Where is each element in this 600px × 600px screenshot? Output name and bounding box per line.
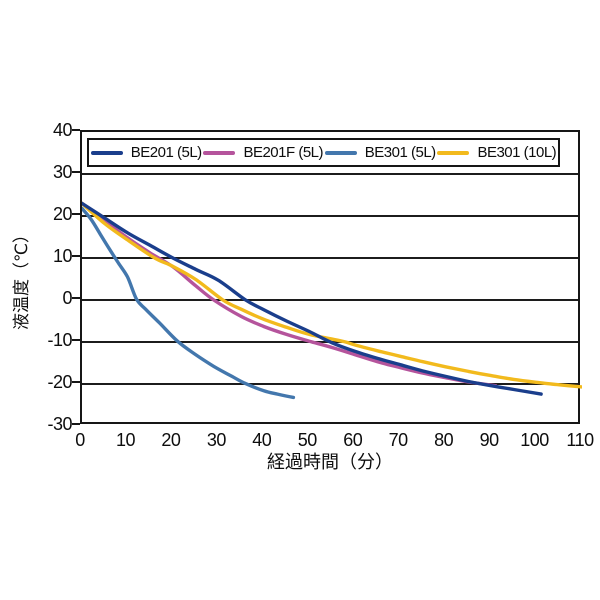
y-tick-mark: [72, 255, 80, 257]
x-tick-label: 60: [343, 430, 363, 450]
y-tick-label: 30: [52, 162, 73, 182]
x-tick-label: 80: [434, 430, 454, 450]
y-tick-label: 10: [52, 246, 73, 266]
gridline--20: [82, 383, 578, 385]
data-curves: [82, 201, 582, 400]
legend-line-swatch: [203, 150, 236, 155]
x-tick-label: 10: [115, 430, 136, 450]
legend-label: BE301 (10L): [477, 144, 557, 161]
legend-item: BE201F (5L): [203, 144, 323, 161]
curve-be3015l: [82, 206, 296, 400]
x-tick-label: 100: [520, 430, 549, 450]
curve-be201f5l: [82, 201, 498, 388]
x-tick-label: 30: [206, 430, 227, 450]
y-tick-mark: [72, 339, 80, 341]
y-tick-label: 40: [52, 120, 73, 140]
x-tick-label: 110: [566, 430, 594, 450]
curve-be30110l: [82, 201, 582, 389]
y-tick-mark: [72, 129, 80, 131]
x-tick-label: 0: [75, 430, 85, 450]
legend-line-swatch: [324, 150, 357, 155]
legend-item: BE301 (5L): [324, 144, 436, 161]
curve-be2015l: [82, 201, 543, 396]
x-tick-label: 70: [388, 430, 409, 450]
legend-item: BE201 (5L): [90, 144, 202, 161]
y-tick-label: -10: [47, 330, 72, 350]
x-tick-label: 50: [297, 430, 318, 450]
y-tick-mark: [72, 213, 80, 215]
y-tick-mark: [72, 171, 80, 173]
legend-label: BE301 (5L): [364, 144, 436, 161]
y-tick-mark: [72, 423, 80, 425]
y-tick-mark: [72, 381, 80, 383]
gridline-10: [82, 257, 578, 259]
legend-label: BE201 (5L): [130, 144, 202, 161]
y-tick-mark: [72, 297, 80, 299]
x-tick-label: 90: [479, 430, 500, 450]
gridline-30: [82, 173, 578, 175]
y-tick-label: -20: [47, 372, 72, 392]
legend-line-swatch: [90, 150, 123, 155]
legend-box: BE201 (5L) BE201F (5L) BE301 (5L) BE301 (10…: [87, 138, 560, 167]
y-tick-label: 20: [52, 204, 73, 224]
x-tick-label: 40: [252, 430, 272, 450]
y-tick-label: 0: [62, 288, 72, 308]
x-tick-label: 20: [161, 430, 181, 450]
legend-line-swatch: [437, 150, 470, 155]
legend-item: BE301 (10L): [437, 144, 557, 161]
plot-area: [80, 130, 582, 424]
gridline-20: [82, 215, 578, 217]
legend-label: BE201F (5L): [243, 144, 323, 161]
gridline-0: [82, 299, 578, 301]
y-axis-title: 液温度（℃）: [12, 225, 31, 331]
y-tick-label: -30: [47, 414, 72, 434]
x-axis-title: 経過時間（分）: [267, 452, 393, 472]
